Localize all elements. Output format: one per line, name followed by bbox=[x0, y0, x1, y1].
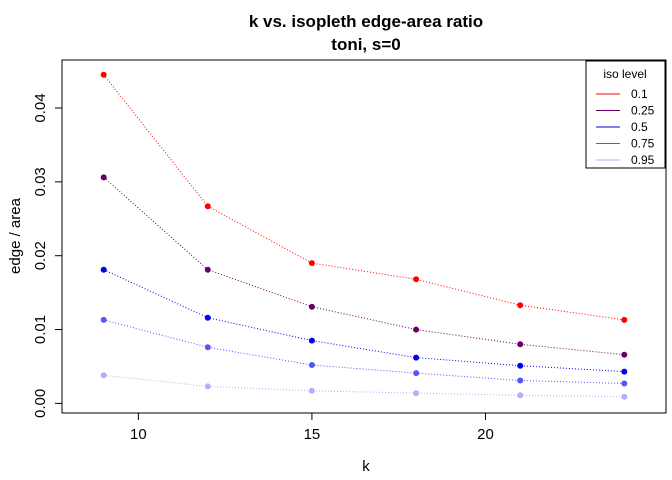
legend-entry-label: 0.5 bbox=[631, 120, 648, 134]
data-point bbox=[308, 362, 315, 368]
series-line bbox=[103, 177, 625, 356]
data-point bbox=[100, 174, 107, 181]
data-point bbox=[413, 354, 420, 361]
data-point bbox=[100, 372, 107, 379]
legend-entry-label: 0.1 bbox=[631, 87, 648, 101]
x-tick-label: 15 bbox=[304, 426, 321, 443]
data-point bbox=[308, 337, 315, 344]
data-point bbox=[621, 316, 628, 323]
legend-entry-label: 0.95 bbox=[631, 153, 655, 167]
series-line bbox=[103, 374, 625, 398]
data-point bbox=[621, 368, 628, 375]
data-point bbox=[204, 266, 211, 273]
chart-title: k vs. isopleth edge-area ratio bbox=[249, 12, 483, 31]
x-tick-label: 20 bbox=[477, 426, 494, 443]
data-point bbox=[517, 341, 524, 348]
data-point bbox=[204, 203, 211, 210]
data-point bbox=[100, 71, 107, 78]
data-point bbox=[204, 314, 211, 321]
data-point bbox=[621, 393, 628, 400]
data-point bbox=[517, 362, 524, 369]
data-point bbox=[517, 377, 524, 384]
data-point bbox=[204, 344, 211, 351]
series-line bbox=[103, 319, 625, 384]
series-line bbox=[103, 74, 625, 321]
data-point bbox=[100, 266, 107, 273]
chart-subtitle: toni, s=0 bbox=[331, 35, 400, 54]
data-point bbox=[308, 387, 315, 394]
data-point bbox=[204, 383, 211, 390]
data-point bbox=[308, 303, 315, 310]
data-point bbox=[413, 390, 420, 397]
data-point bbox=[517, 392, 524, 399]
plot-frame bbox=[61, 59, 667, 414]
legend-entry-label: 0.75 bbox=[631, 137, 655, 151]
y-tick-label: 0.04 bbox=[32, 93, 49, 122]
y-tick-label: 0.00 bbox=[32, 389, 49, 418]
series-layer bbox=[100, 71, 628, 400]
legend: iso level 0.1 0.25 0.5 0.75 0.95 bbox=[585, 60, 666, 169]
data-point bbox=[308, 260, 315, 267]
y-tick-label: 0.02 bbox=[32, 241, 49, 270]
x-axis-label: k bbox=[362, 458, 370, 475]
y-axis: 0.00 0.01 0.02 0.03 0.04 bbox=[32, 93, 63, 418]
y-tick-label: 0.01 bbox=[32, 315, 49, 344]
x-axis: 10 15 20 bbox=[130, 412, 494, 443]
legend-title: iso level bbox=[603, 67, 646, 81]
series-line bbox=[103, 269, 625, 373]
y-tick-label: 0.03 bbox=[32, 167, 49, 196]
data-point bbox=[621, 351, 628, 358]
legend-entry-label: 0.25 bbox=[631, 104, 655, 118]
x-tick-label: 10 bbox=[130, 426, 147, 443]
data-point bbox=[413, 326, 420, 333]
data-point bbox=[413, 370, 420, 377]
data-point bbox=[517, 302, 524, 309]
y-axis-label: edge / area bbox=[7, 197, 24, 274]
data-point bbox=[100, 316, 107, 323]
data-point bbox=[621, 380, 628, 387]
legend-box bbox=[585, 60, 666, 169]
data-point bbox=[413, 276, 420, 283]
